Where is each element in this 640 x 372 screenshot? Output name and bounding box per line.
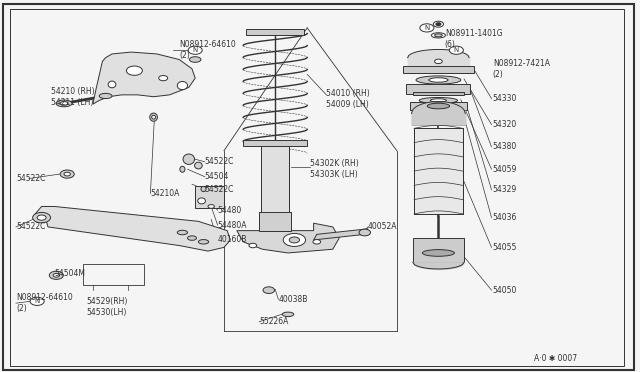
Ellipse shape xyxy=(201,186,206,192)
Text: 54504: 54504 xyxy=(205,172,229,181)
Bar xyxy=(406,84,470,94)
Text: 54302K (RH)
54303K (LH): 54302K (RH) 54303K (LH) xyxy=(310,159,359,179)
Ellipse shape xyxy=(159,76,168,81)
Text: N: N xyxy=(193,47,198,53)
Ellipse shape xyxy=(249,243,257,248)
Text: N: N xyxy=(424,25,429,31)
Bar xyxy=(410,102,467,110)
Ellipse shape xyxy=(188,236,196,240)
Ellipse shape xyxy=(431,33,445,38)
Ellipse shape xyxy=(449,46,463,54)
Text: 54059: 54059 xyxy=(493,165,517,174)
Text: N: N xyxy=(35,298,40,304)
Ellipse shape xyxy=(283,234,306,246)
Ellipse shape xyxy=(359,229,371,236)
Polygon shape xyxy=(35,206,230,251)
Ellipse shape xyxy=(127,66,143,75)
Ellipse shape xyxy=(53,273,60,277)
Bar xyxy=(403,66,474,73)
Text: N: N xyxy=(454,47,459,53)
Text: 54529(RH)
54530(LH): 54529(RH) 54530(LH) xyxy=(86,297,128,317)
Text: N08912-64610
(2): N08912-64610 (2) xyxy=(16,293,73,313)
Ellipse shape xyxy=(419,97,458,103)
Text: 40160B: 40160B xyxy=(218,235,247,244)
Text: 40052A: 40052A xyxy=(368,222,397,231)
Ellipse shape xyxy=(436,23,441,26)
Ellipse shape xyxy=(435,34,442,37)
Ellipse shape xyxy=(177,81,188,90)
Ellipse shape xyxy=(431,99,447,102)
Text: 54480: 54480 xyxy=(218,206,242,215)
Ellipse shape xyxy=(263,287,275,294)
Ellipse shape xyxy=(198,198,205,204)
Text: 54330: 54330 xyxy=(493,94,517,103)
Ellipse shape xyxy=(33,212,51,223)
Ellipse shape xyxy=(429,78,448,82)
Ellipse shape xyxy=(195,162,202,169)
Text: 54522C: 54522C xyxy=(16,222,45,231)
Text: 54050: 54050 xyxy=(493,286,517,295)
Ellipse shape xyxy=(435,59,442,64)
Ellipse shape xyxy=(37,215,46,220)
Ellipse shape xyxy=(422,250,454,256)
Ellipse shape xyxy=(189,57,201,62)
Bar xyxy=(261,143,289,231)
Ellipse shape xyxy=(177,230,188,235)
Ellipse shape xyxy=(183,154,195,164)
Text: 54522C: 54522C xyxy=(16,174,45,183)
Text: 54320: 54320 xyxy=(493,120,517,129)
Bar xyxy=(413,238,464,262)
Text: 54380: 54380 xyxy=(493,142,517,151)
Ellipse shape xyxy=(56,100,72,107)
Ellipse shape xyxy=(60,170,74,178)
Ellipse shape xyxy=(60,102,68,105)
Text: N08911-1401G
(6): N08911-1401G (6) xyxy=(445,29,502,49)
Text: 54210 (RH)
54211 (LH): 54210 (RH) 54211 (LH) xyxy=(51,87,95,107)
Ellipse shape xyxy=(152,115,156,119)
Polygon shape xyxy=(259,212,291,231)
Text: 55226A: 55226A xyxy=(259,317,289,326)
Text: 54036: 54036 xyxy=(493,213,517,222)
Ellipse shape xyxy=(188,46,202,54)
Bar xyxy=(195,186,224,208)
Polygon shape xyxy=(314,229,368,240)
Ellipse shape xyxy=(428,103,450,109)
Bar xyxy=(414,128,463,214)
Ellipse shape xyxy=(198,240,209,244)
Ellipse shape xyxy=(150,113,157,121)
Ellipse shape xyxy=(99,93,112,99)
Ellipse shape xyxy=(180,166,185,172)
Text: 54522C: 54522C xyxy=(205,157,234,166)
Ellipse shape xyxy=(49,271,63,279)
Text: 54010 (RH)
54009 (LH): 54010 (RH) 54009 (LH) xyxy=(326,89,370,109)
Text: 54210A: 54210A xyxy=(150,189,180,198)
Text: 54522C: 54522C xyxy=(205,185,234,194)
Text: N08912-64610
(2): N08912-64610 (2) xyxy=(179,40,236,60)
Ellipse shape xyxy=(108,81,116,88)
Ellipse shape xyxy=(420,24,434,32)
Text: A·0 ✱ 0007: A·0 ✱ 0007 xyxy=(534,355,577,363)
Ellipse shape xyxy=(30,297,44,305)
Bar xyxy=(83,264,144,285)
Text: 40038B: 40038B xyxy=(278,295,308,304)
Text: 54480A: 54480A xyxy=(218,221,247,230)
Text: 54329: 54329 xyxy=(493,185,517,194)
Ellipse shape xyxy=(64,172,70,176)
Ellipse shape xyxy=(313,240,321,244)
Polygon shape xyxy=(93,52,195,104)
Ellipse shape xyxy=(433,21,444,27)
Text: 54055: 54055 xyxy=(493,243,517,252)
Ellipse shape xyxy=(208,205,214,208)
Text: N08912-7421A
(2): N08912-7421A (2) xyxy=(493,59,550,79)
Bar xyxy=(413,92,464,95)
Text: 54504M: 54504M xyxy=(54,269,85,278)
Polygon shape xyxy=(237,223,339,253)
Bar xyxy=(243,140,307,146)
Ellipse shape xyxy=(289,237,300,243)
Ellipse shape xyxy=(416,76,461,84)
Bar xyxy=(246,29,304,35)
Ellipse shape xyxy=(282,312,294,317)
